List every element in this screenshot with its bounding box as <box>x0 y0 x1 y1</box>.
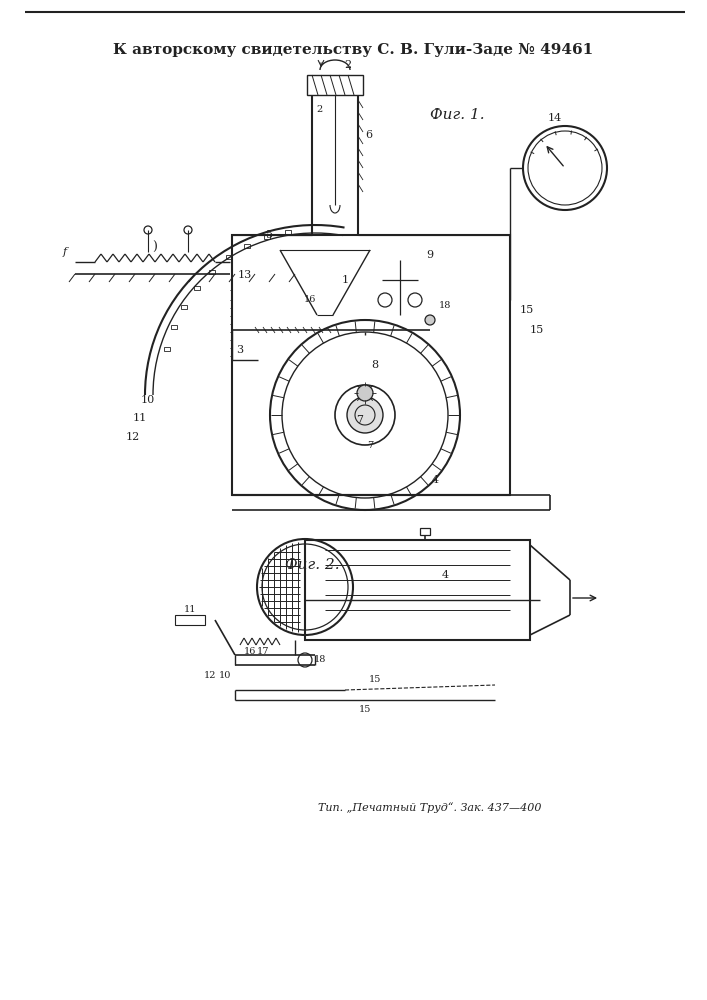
Text: 11: 11 <box>133 413 147 423</box>
Text: 18: 18 <box>439 300 451 310</box>
Circle shape <box>357 385 373 401</box>
Text: 14: 14 <box>548 113 562 123</box>
Text: 6: 6 <box>365 130 372 140</box>
Text: 5: 5 <box>267 230 274 240</box>
Text: 18: 18 <box>314 656 326 664</box>
Bar <box>209 270 215 274</box>
Text: 2: 2 <box>317 105 323 114</box>
Text: 10: 10 <box>141 395 155 405</box>
Text: 4: 4 <box>431 475 438 485</box>
Text: ): ) <box>153 240 158 253</box>
Text: 9: 9 <box>426 250 433 260</box>
Text: 15: 15 <box>359 706 371 714</box>
Text: 16: 16 <box>244 648 256 656</box>
Bar <box>264 235 270 239</box>
Bar <box>226 255 232 259</box>
Text: Тип. „Печатный Труд“. Зак. 437—400: Тип. „Печатный Труд“. Зак. 437—400 <box>318 803 542 813</box>
Bar <box>420 528 430 535</box>
Text: 13: 13 <box>238 270 252 280</box>
Bar <box>285 230 291 234</box>
Text: Фиг. 1.: Фиг. 1. <box>430 108 484 122</box>
Bar <box>182 305 187 309</box>
Bar <box>171 325 177 329</box>
Bar <box>164 347 170 351</box>
Text: 12: 12 <box>204 670 216 680</box>
Text: 12: 12 <box>126 432 140 442</box>
Bar <box>245 244 250 248</box>
Bar <box>305 540 530 640</box>
Text: 15: 15 <box>369 676 381 684</box>
Text: 15: 15 <box>520 305 534 315</box>
Circle shape <box>347 397 383 433</box>
Bar <box>175 615 205 625</box>
Text: 2: 2 <box>344 60 351 70</box>
Bar <box>232 235 510 495</box>
Text: 17: 17 <box>257 648 269 656</box>
Text: 16: 16 <box>304 296 316 304</box>
Text: К авторскому свидетельству С. В. Гули-Заде № 49461: К авторскому свидетельству С. В. Гули-За… <box>113 43 593 57</box>
Text: 7: 7 <box>367 440 373 450</box>
Text: 8: 8 <box>371 360 378 370</box>
Text: f: f <box>63 247 67 257</box>
Text: 7: 7 <box>356 415 363 425</box>
Bar <box>307 75 363 95</box>
Text: 11: 11 <box>184 605 197 614</box>
Text: 1: 1 <box>341 275 349 285</box>
Text: 10: 10 <box>218 670 231 680</box>
Text: 15: 15 <box>530 325 544 335</box>
Text: 3: 3 <box>236 345 244 355</box>
Text: Фиг. 2.: Фиг. 2. <box>285 558 339 572</box>
Bar <box>194 286 200 290</box>
Text: 4: 4 <box>441 570 448 580</box>
Circle shape <box>425 315 435 325</box>
